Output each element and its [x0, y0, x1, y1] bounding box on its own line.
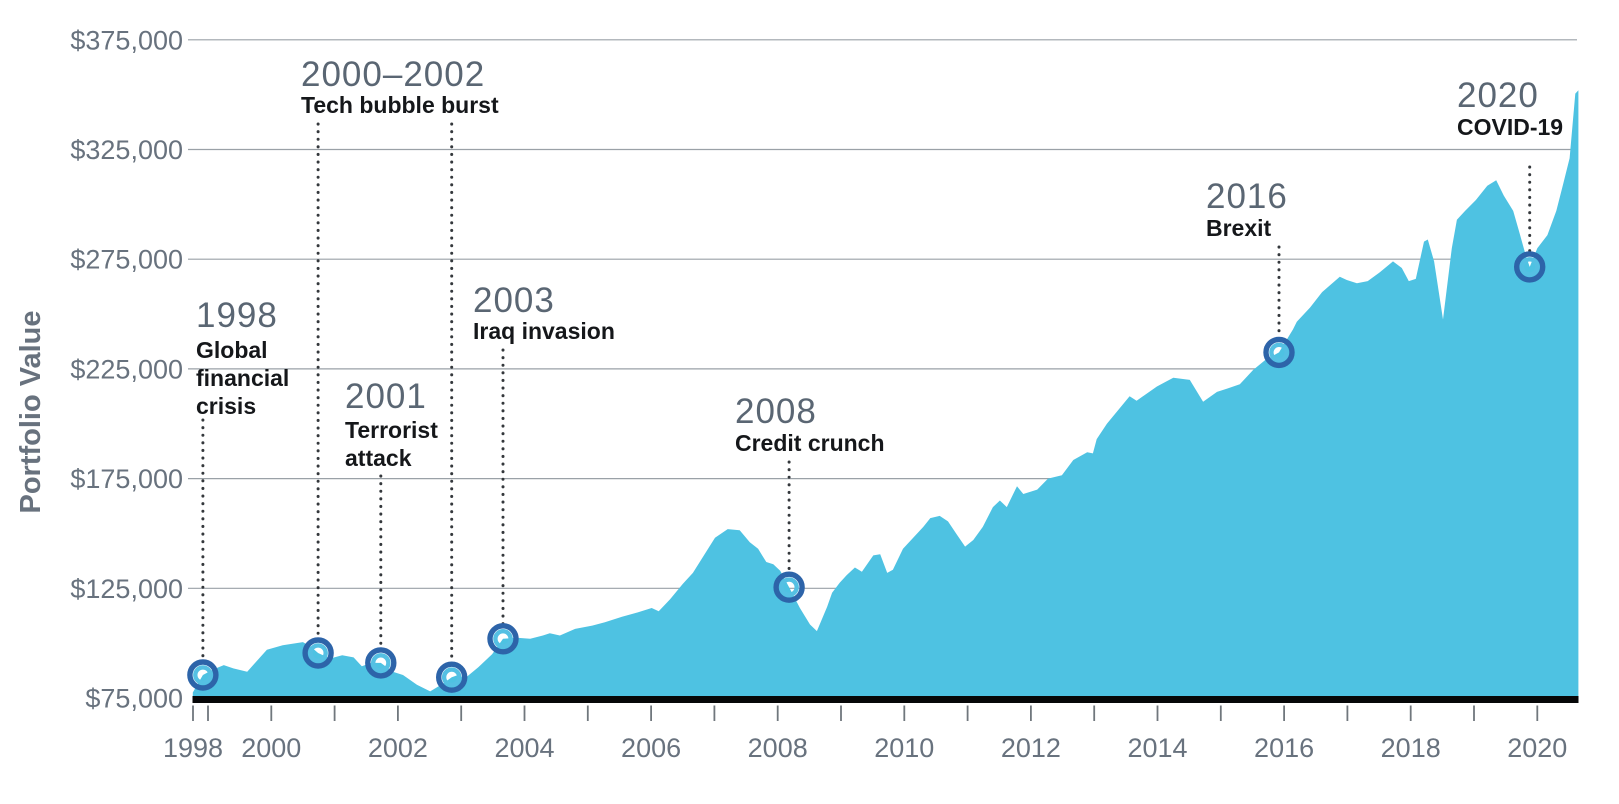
event-year-heading: 2003 — [473, 281, 555, 320]
event-marker-inner-ring — [1519, 257, 1540, 277]
event-marker-inner-ring — [493, 629, 513, 649]
x-axis-tick-label: 2000 — [241, 733, 301, 763]
y-axis-tick-label: $275,000 — [70, 245, 183, 275]
portfolio-area — [192, 90, 1579, 700]
event-year-heading: 2000–2002 — [301, 55, 485, 94]
x-axis-tick-label: 2006 — [621, 733, 681, 763]
x-axis-tick-label: 2018 — [1381, 733, 1441, 763]
y-axis-tick-label: $325,000 — [70, 135, 183, 165]
y-axis-tick-label: $375,000 — [70, 25, 183, 55]
x-axis-tick-label: 1998 — [163, 733, 223, 763]
event-marker — [773, 571, 805, 603]
event-marker-inner-ring — [193, 665, 213, 685]
y-axis-tick-label: $75,000 — [85, 684, 183, 714]
x-axis-baseline — [192, 696, 1579, 703]
event-marker — [302, 637, 334, 669]
x-axis-tick-label: 2014 — [1127, 733, 1187, 763]
event-marker — [1513, 251, 1546, 283]
x-axis-tick-label: 2002 — [368, 733, 428, 763]
event-label: attack — [345, 445, 412, 471]
x-axis-tick-label: 2012 — [1001, 733, 1061, 763]
x-axis-tick-label: 2020 — [1507, 733, 1567, 763]
event-label: Global — [196, 337, 268, 363]
event-marker — [1263, 336, 1295, 369]
event-marker — [365, 647, 397, 679]
event-year-heading: 2001 — [345, 377, 427, 416]
event-year-heading: 2020 — [1457, 76, 1539, 115]
event-label: Iraq invasion — [473, 318, 615, 344]
event-year-heading: 1998 — [196, 296, 278, 335]
event-label: financial — [196, 365, 289, 391]
x-axis-tick-label: 2008 — [748, 733, 808, 763]
event-marker — [436, 661, 468, 693]
event-marker-inner-ring — [779, 577, 799, 598]
event-marker — [487, 623, 519, 655]
event-label: Brexit — [1206, 215, 1272, 241]
event-year-heading: 2008 — [735, 392, 817, 431]
y-axis-title: Portfolio Value — [15, 310, 47, 513]
event-label: Credit crunch — [735, 430, 885, 456]
event-label: Terrorist — [345, 417, 438, 443]
event-label: Tech bubble burst — [301, 92, 499, 118]
y-axis-tick-label: $225,000 — [70, 354, 183, 384]
y-axis-tick-label: $175,000 — [70, 464, 183, 494]
event-label: COVID-19 — [1457, 114, 1563, 140]
event-marker-inner-ring — [441, 667, 462, 688]
event-marker-inner-ring — [370, 653, 391, 673]
x-axis-tick-label: 2016 — [1254, 733, 1314, 763]
x-axis-tick-label: 2010 — [874, 733, 934, 763]
event-year-heading: 2016 — [1206, 177, 1288, 216]
y-axis-tick-label: $125,000 — [70, 574, 183, 604]
event-marker-inner-ring — [308, 643, 328, 663]
event-label: crisis — [196, 393, 256, 419]
event-marker-inner-ring — [1269, 342, 1289, 363]
event-marker — [187, 659, 219, 691]
x-axis-tick-label: 2004 — [494, 733, 554, 763]
